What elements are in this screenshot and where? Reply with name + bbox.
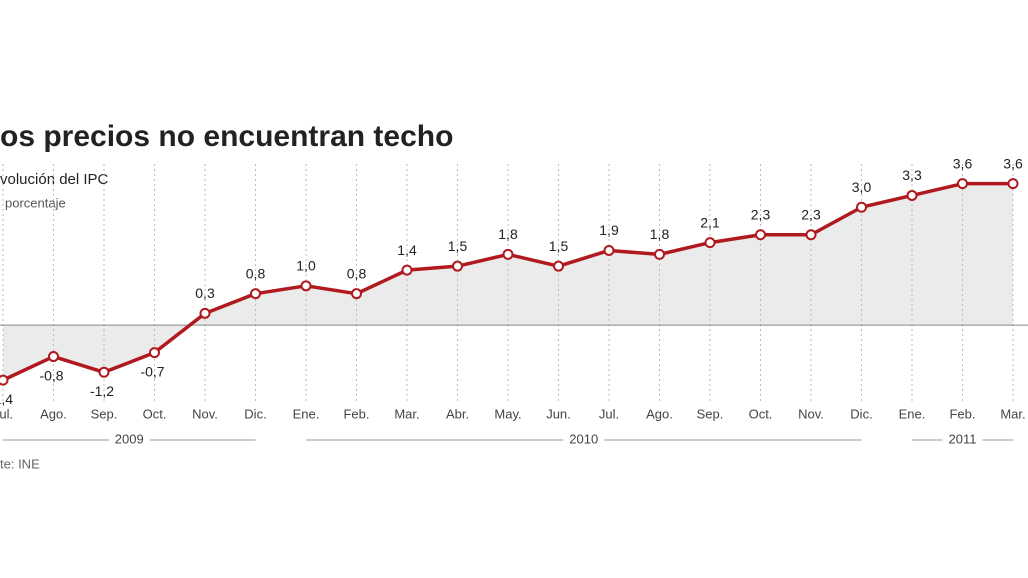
area xyxy=(3,183,1013,381)
data-label: 0,8 xyxy=(347,265,367,281)
x-tick-label: May. xyxy=(494,406,521,421)
point xyxy=(250,288,261,300)
data-label: -1,2 xyxy=(90,383,114,399)
point xyxy=(452,260,463,272)
x-tick-label: Ene. xyxy=(293,406,320,421)
data-label: 3,6 xyxy=(1003,155,1023,171)
data-label: 1,5 xyxy=(448,238,468,254)
point xyxy=(957,178,968,190)
year-label: 2010 xyxy=(569,431,598,446)
x-tick-label: Sep. xyxy=(91,406,118,421)
data-label: 1,5 xyxy=(549,238,569,254)
point xyxy=(704,237,716,249)
data-label: -0,8 xyxy=(39,367,63,383)
chart-subtitle: volución del IPC xyxy=(0,171,109,188)
point xyxy=(1007,178,1019,190)
data-label: 3,0 xyxy=(852,179,872,195)
x-tick-label: Feb. xyxy=(343,406,369,421)
x-tick-label: Ene. xyxy=(899,406,926,421)
point xyxy=(48,351,59,363)
chart-title: os precios no encuentran techo xyxy=(0,120,453,153)
x-tick-label: Jul. xyxy=(0,406,13,421)
point xyxy=(149,347,160,359)
point xyxy=(654,248,665,260)
point xyxy=(0,374,9,386)
point xyxy=(553,260,564,272)
point xyxy=(603,244,615,256)
point xyxy=(502,248,514,260)
data-label: 1,4 xyxy=(397,242,417,258)
point xyxy=(98,366,110,378)
x-tick-label: Dic. xyxy=(850,406,872,421)
x-tick-label: Ago. xyxy=(646,406,673,421)
x-tick-label: Oct. xyxy=(143,406,167,421)
x-tick-label: Nov. xyxy=(192,406,218,421)
data-label: -1,4 xyxy=(0,391,13,407)
x-tick-label: Sep. xyxy=(697,406,724,421)
x-tick-label: Mar. xyxy=(394,406,419,421)
point xyxy=(805,229,817,241)
x-tick-label: Abr. xyxy=(446,406,469,421)
point xyxy=(199,307,211,319)
data-label: 1,8 xyxy=(650,226,670,242)
x-tick-label: Feb. xyxy=(949,406,975,421)
point xyxy=(906,189,918,201)
x-tick-label: Jun. xyxy=(546,406,571,421)
x-tick-label: Dic. xyxy=(244,406,266,421)
x-tick-label: Nov. xyxy=(798,406,824,421)
data-label: 2,1 xyxy=(700,214,720,230)
point xyxy=(300,280,312,292)
source: te: INE xyxy=(0,456,40,471)
x-tick-label: Ago. xyxy=(40,406,67,421)
data-label: 3,3 xyxy=(902,167,922,183)
data-label: 3,6 xyxy=(953,155,973,171)
year-label: 2009 xyxy=(115,431,144,446)
point xyxy=(856,201,867,213)
data-label: 1,0 xyxy=(296,258,316,274)
data-label: 2,3 xyxy=(801,206,821,222)
data-label: 1,8 xyxy=(498,226,518,242)
x-tick-label: Jul. xyxy=(599,406,619,421)
data-label: 0,8 xyxy=(246,265,266,281)
point xyxy=(351,288,362,300)
data-label: 2,3 xyxy=(751,206,771,222)
data-label: 1,9 xyxy=(599,222,619,238)
year-label: 2011 xyxy=(949,431,977,446)
x-tick-label: Oct. xyxy=(749,406,773,421)
data-label: 0,3 xyxy=(195,285,215,301)
x-tick-label: Mar. xyxy=(1000,406,1025,421)
unit-note: porcentaje xyxy=(5,195,66,210)
point xyxy=(401,264,413,276)
data-label: -0,7 xyxy=(140,363,164,379)
point xyxy=(755,229,766,241)
